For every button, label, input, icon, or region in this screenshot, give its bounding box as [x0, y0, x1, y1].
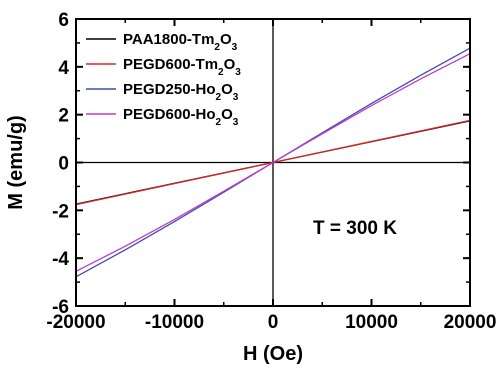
legend: PAA1800-Tm2O3 PEGD600-Tm2O3 PEGD250-Ho2O3 P…: [86, 31, 241, 128]
temperature-annotation: T = 300 K: [313, 218, 397, 239]
y-axis-title: M (emu/g): [5, 115, 27, 209]
axis-ticks: [75, 18, 471, 307]
x-tick-label: 0: [268, 312, 279, 333]
y-tick-label: 0: [58, 154, 69, 175]
legend-label: PEGD250-Ho2O3: [123, 81, 239, 103]
x-tick-label: 10000: [345, 312, 398, 333]
x-tick-label: 20000: [444, 312, 497, 333]
legend-label: PEGD600-Ho2O3: [123, 106, 239, 128]
y-tick-label: 2: [58, 106, 69, 127]
legend-label: PEGD600-Tm2O3: [123, 56, 241, 78]
y-tick-label: -2: [52, 201, 69, 222]
y-tick-label: -6: [52, 297, 69, 318]
tick-labels: -20000 -10000 0 10000 20000 -6 -4 -2 0 2 4 6: [46, 10, 496, 333]
x-tick-label: -10000: [145, 312, 204, 333]
x-axis-title: H (Oe): [243, 343, 303, 365]
y-tick-label: -4: [52, 249, 69, 270]
x-tick-label: -20000: [46, 312, 105, 333]
y-tick-label: 4: [58, 58, 69, 79]
legend-label: PAA1800-Tm2O3: [123, 31, 238, 53]
y-tick-label: 6: [58, 10, 69, 31]
series-line-4: [75, 53, 471, 272]
series-layer: [75, 47, 471, 278]
